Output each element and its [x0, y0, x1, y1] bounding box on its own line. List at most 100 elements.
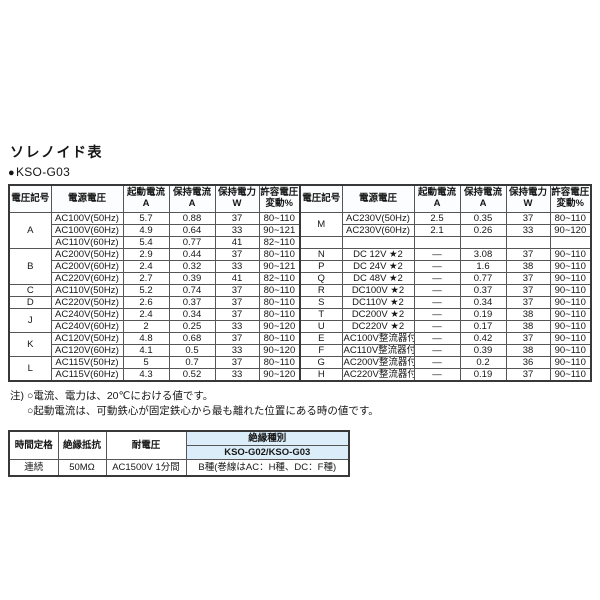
data-cell: 5	[122, 356, 170, 369]
data-cell: 0.5	[168, 344, 216, 357]
data-cell: 80~110	[258, 296, 301, 309]
data-cell: 0.34	[168, 308, 216, 321]
data-cell: AC220V整流器付	[341, 368, 415, 382]
data-cell: 5.7	[122, 212, 170, 225]
data-cell: 90~110	[549, 356, 592, 369]
data-cell: 0.64	[168, 224, 216, 237]
data-cell: 90~110	[549, 344, 592, 357]
spec-value-insulation-resistance: 50MΩ	[57, 459, 107, 477]
data-cell: 80~110	[258, 308, 301, 321]
data-cell: 82~110	[258, 272, 301, 285]
data-cell: 82~110	[258, 236, 301, 249]
data-cell: 3.08	[459, 248, 507, 261]
data-cell: 0.39	[459, 344, 507, 357]
data-cell: 37	[214, 308, 260, 321]
note-item: ○電流、電力は、20℃における値です。	[27, 390, 214, 402]
data-cell: 37	[505, 272, 551, 285]
data-cell: —	[413, 296, 461, 309]
data-cell: DC200V ★2	[341, 308, 415, 321]
voltage-symbol-cell: B	[8, 248, 52, 285]
voltage-symbol-cell: F	[299, 344, 343, 357]
table-row: K AC120V(50Hz) 4.8 0.68 37 80~110 E AC100V整流器付 —…	[8, 332, 592, 357]
data-cell: 90~120	[258, 344, 301, 357]
data-cell: 38	[505, 260, 551, 273]
data-cell: 0.68	[168, 332, 216, 345]
data-cell: 5.2	[122, 284, 170, 297]
data-cell: 90~121	[258, 224, 301, 237]
data-cell: 37	[505, 212, 551, 225]
data-cell: 2.4	[122, 260, 170, 273]
data-cell: AC200V(60Hz)	[50, 260, 124, 273]
data-cell: 0.7	[168, 356, 216, 369]
page-title: ソレノイド表	[10, 144, 103, 160]
col-header-tolerance-right: 許容電圧 変動%	[549, 184, 592, 213]
data-cell: 0.2	[459, 356, 507, 369]
col-header-holding-current-right: 保持電流 A	[459, 184, 507, 213]
data-cell: 90~110	[549, 284, 592, 297]
notes-label: 注)	[10, 390, 24, 402]
table-row: C AC110V(50Hz) 5.2 0.74 37 80~110 R DC100V ★2—0…	[8, 284, 592, 297]
data-cell: 90~120	[549, 224, 592, 237]
data-cell: 33	[214, 260, 260, 273]
solenoid-table-body: A AC100V(50Hz) 5.7 0.88 37 80~110 M AC230V(50Hz…	[8, 212, 592, 382]
col-header-holding-power-left: 保持電力 W	[214, 184, 260, 213]
spec-value-row: 連続 50MΩ AC1500V 1分間 B種(巻線はAC：H種、DC：F種)	[8, 459, 350, 477]
data-cell: 2	[122, 320, 170, 333]
voltage-symbol-cell: K	[8, 332, 52, 357]
voltage-symbol-cell	[299, 236, 343, 249]
data-cell: 1.6	[459, 260, 507, 273]
data-cell: 37	[214, 356, 260, 369]
table-row: AC115V(60Hz) 4.3 0.52 33 90~120 H AC220V整流器付 —0…	[9, 368, 592, 382]
data-cell: AC100V(50Hz)	[50, 212, 124, 225]
data-cell: DC220V ★2	[341, 320, 415, 333]
voltage-symbol-cell: A	[8, 212, 52, 249]
data-cell: AC200V整流器付	[341, 356, 415, 369]
spec-header-insulation-resistance: 絶縁抵抗	[57, 430, 107, 461]
col-header-holding-power-right: 保持電力 W	[505, 184, 551, 213]
data-cell: 90~120	[258, 320, 301, 333]
data-cell: 90~110	[549, 260, 592, 273]
spec-header-row: 時間定格 絶縁抵抗 耐電圧 絶縁種別	[8, 430, 350, 461]
data-cell: 37	[505, 368, 551, 382]
spec-header-insulation-class: 絶縁種別	[185, 430, 350, 447]
voltage-symbol-cell: H	[299, 368, 343, 382]
page-content: ソレノイド表 ●KSO-G03 電圧記号 電源電圧 起動電流 A 保持電流 A 保持…	[8, 142, 592, 478]
spec-subheader-row: KSO-G02/KSO-G03	[9, 445, 350, 461]
data-cell: 38	[505, 320, 551, 333]
data-cell: DC100V ★2	[341, 284, 415, 297]
data-cell: 0.32	[168, 260, 216, 273]
data-cell: 4.8	[122, 332, 170, 345]
data-cell: AC220V(60Hz)	[50, 272, 124, 285]
data-cell: 33	[505, 224, 551, 237]
data-cell: 2.7	[122, 272, 170, 285]
data-cell: 33	[214, 224, 260, 237]
data-cell: 38	[505, 344, 551, 357]
notes-section: 注) ○電流、電力は、20℃における値です。 ○起動電流は、可動鉄心が固定鉄心か…	[10, 389, 592, 419]
notes-lines: ○電流、電力は、20℃における値です。 ○起動電流は、可動鉄心が固定鉄心から最も…	[27, 389, 379, 419]
data-cell: 0.77	[168, 236, 216, 249]
data-cell: 37	[214, 212, 260, 225]
data-cell: 80~110	[549, 212, 592, 225]
data-cell: 90~110	[549, 368, 592, 382]
data-cell: 0.39	[168, 272, 216, 285]
data-cell: 37	[505, 296, 551, 309]
data-cell: 37	[214, 332, 260, 345]
data-cell: 0.88	[168, 212, 216, 225]
data-cell: 80~110	[258, 284, 301, 297]
data-cell: AC100V(60Hz)	[50, 224, 124, 237]
col-header-source-left: 電源電圧	[50, 184, 124, 213]
spec-value-insulation-class: B種(巻線はAC：H種、DC：F種)	[185, 459, 350, 477]
data-cell: 41	[214, 272, 260, 285]
bullet-icon: ●	[8, 167, 15, 179]
spec-subheader-models: KSO-G02/KSO-G03	[185, 445, 350, 461]
table-row: J AC240V(50Hz) 2.4 0.34 37 80~110 T DC200V ★2—0…	[8, 308, 592, 333]
voltage-symbol-cell: J	[8, 308, 52, 333]
model-heading: ●KSO-G03	[8, 165, 592, 179]
data-cell: 5.4	[122, 236, 170, 249]
table-row: A AC100V(50Hz) 5.7 0.88 37 80~110 M AC230V(50Hz…	[8, 212, 592, 249]
voltage-symbol-cell: U	[299, 320, 343, 333]
data-cell: —	[413, 368, 461, 382]
data-cell: —	[413, 284, 461, 297]
data-cell	[505, 236, 551, 249]
table-row: AC200V(60Hz) 2.4 0.32 33 90~121 P DC 24V ★2—1.…	[9, 260, 592, 273]
